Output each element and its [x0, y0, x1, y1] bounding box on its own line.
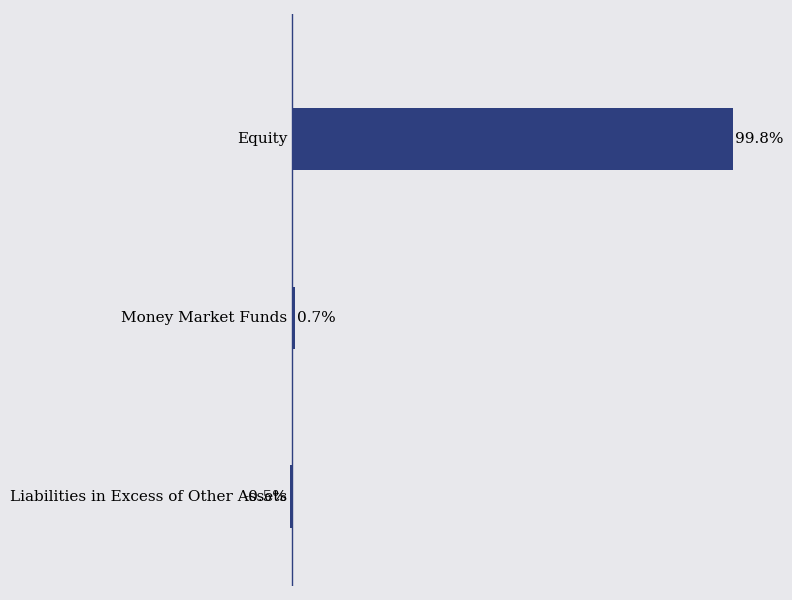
- Bar: [290, 466, 291, 528]
- Text: 0.7%: 0.7%: [297, 311, 336, 325]
- Text: Equity: Equity: [237, 132, 287, 146]
- Bar: [291, 287, 295, 349]
- Text: Liabilities in Excess of Other Assets: Liabilities in Excess of Other Assets: [10, 490, 287, 504]
- Text: -0.5%: -0.5%: [243, 490, 287, 504]
- Text: 99.8%: 99.8%: [735, 132, 784, 146]
- Bar: [291, 108, 733, 170]
- Text: Money Market Funds: Money Market Funds: [121, 311, 287, 325]
